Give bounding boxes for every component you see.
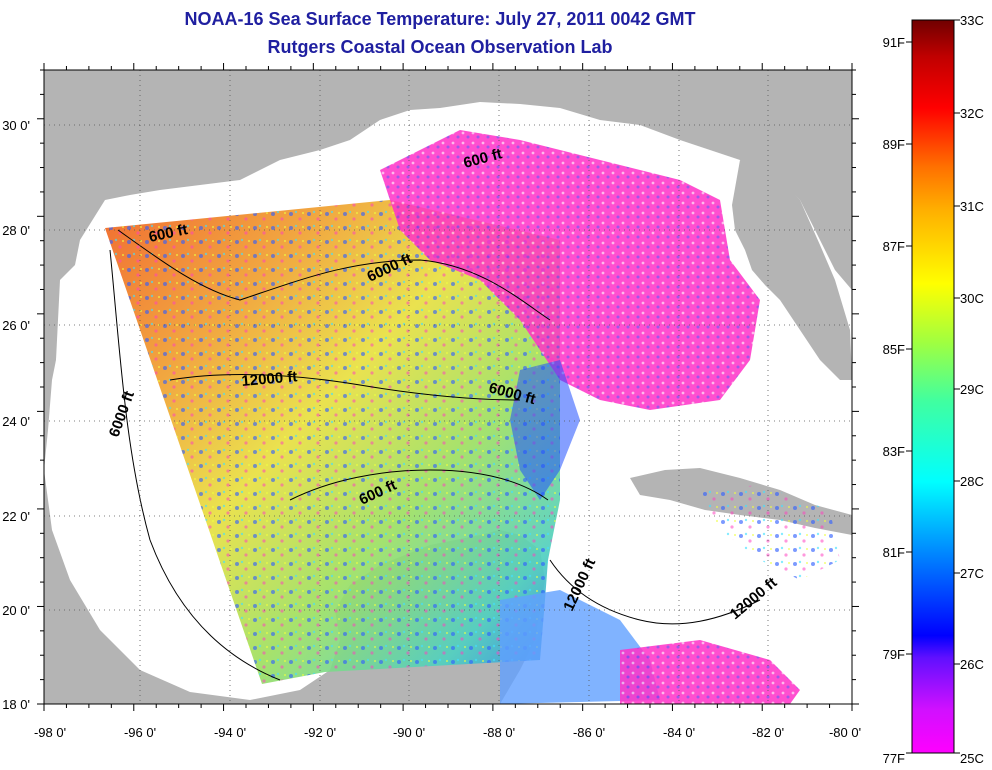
latitude-axis: 18 0' 20 0' 22 0' 24 0' 26 0' 28 0' 30 0… xyxy=(2,118,30,712)
colorbar-c-label: 26C xyxy=(960,657,984,672)
colorbar-c-label: 30C xyxy=(960,291,984,306)
lat-tick-label: 28 0' xyxy=(2,223,30,238)
lon-tick-label: -94 0' xyxy=(214,725,246,740)
colorbar-f-label: 87F xyxy=(883,239,905,254)
lat-tick-label: 22 0' xyxy=(2,509,30,524)
lat-tick-label: 18 0' xyxy=(2,697,30,712)
sst-east-patch xyxy=(380,130,760,410)
colorbar-c-label: 27C xyxy=(960,566,984,581)
colorbar-f-label: 81F xyxy=(883,545,905,560)
lon-tick-label: -96 0' xyxy=(124,725,156,740)
contour-6000ft-west xyxy=(109,249,281,681)
colorbar-f-label: 85F xyxy=(883,342,905,357)
colorbar-c-label: 33C xyxy=(960,13,984,28)
colorbar-f-label: 77F xyxy=(883,751,905,766)
colorbar-f-label: 83F xyxy=(883,444,905,459)
colorbar-c-label: 29C xyxy=(960,382,984,397)
colorbar-c-label: 31C xyxy=(960,199,984,214)
lon-tick-label: -86 0' xyxy=(573,725,605,740)
colorbar-f-label: 89F xyxy=(883,137,905,152)
lon-tick-label: -80 0' xyxy=(829,725,861,740)
lon-tick-label: -98 0' xyxy=(34,725,66,740)
colorbar-f-label: 91F xyxy=(883,35,905,50)
florida-land xyxy=(732,160,852,380)
colorbar-c-label: 32C xyxy=(960,106,984,121)
lat-tick-label: 20 0' xyxy=(2,603,30,618)
colorbar-gradient xyxy=(911,19,955,754)
sst-caribbean-patch xyxy=(620,640,800,704)
lat-tick-label: 30 0' xyxy=(2,118,30,133)
sst-loop-current xyxy=(510,360,580,500)
sst-swath-texture xyxy=(105,200,560,684)
map-layers: 600 ft 600 ft 6000 ft 12000 ft 6000 ft 6… xyxy=(44,70,852,704)
colorbar: 33C 32C 31C 30C 29C 28C 27C 26C 25C 91F … xyxy=(883,13,984,766)
lon-tick-label: -82 0' xyxy=(752,725,784,740)
tick-marks xyxy=(37,63,859,711)
contour-12000ft-south xyxy=(549,559,761,625)
contour-600ft-yucatan xyxy=(289,469,549,501)
colorbar-f-label: 79F xyxy=(883,647,905,662)
lat-tick-label: 26 0' xyxy=(2,318,30,333)
north-america-land xyxy=(44,70,852,470)
colorbar-c-label: 28C xyxy=(960,474,984,489)
graticule xyxy=(44,70,852,704)
sst-cuba-patch xyxy=(700,485,840,580)
contour-12000ft xyxy=(169,374,521,401)
western-gulf-water xyxy=(55,230,290,695)
lon-tick-label: -90 0' xyxy=(393,725,425,740)
lat-tick-label: 24 0' xyxy=(2,414,30,429)
map-subtitle: Rutgers Coastal Ocean Observation Lab xyxy=(267,37,613,57)
colorbar-c-label: 25C xyxy=(960,751,984,766)
longitude-axis: -98 0' -96 0' -94 0' -92 0' -90 0' -88 0… xyxy=(34,725,861,740)
lon-tick-label: -92 0' xyxy=(304,725,336,740)
lon-tick-label: -88 0' xyxy=(483,725,515,740)
contour-600ft-north xyxy=(117,229,551,321)
map-title: NOAA-16 Sea Surface Temperature: July 27… xyxy=(184,9,696,29)
contour-label-12000ft-w: 12000 ft xyxy=(241,368,298,390)
lon-tick-label: -84 0' xyxy=(663,725,695,740)
